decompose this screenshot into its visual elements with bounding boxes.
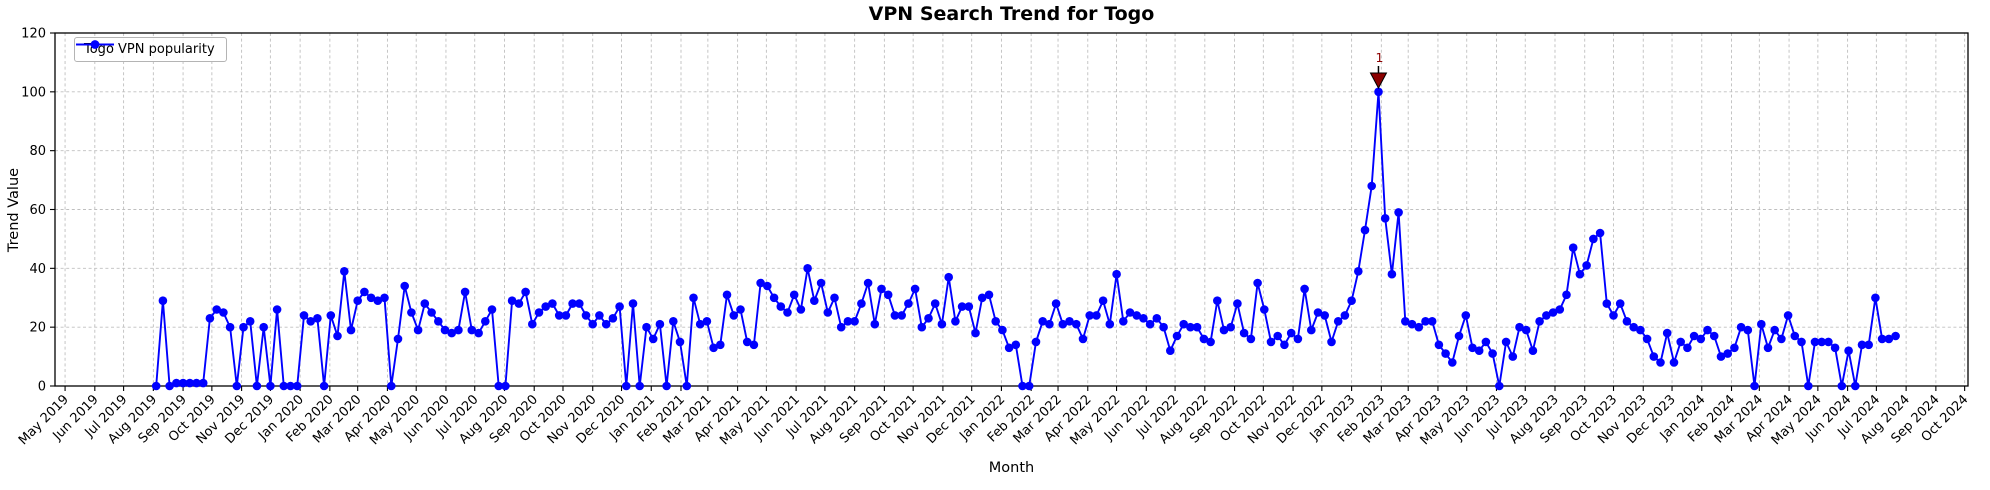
legend-label: Togo VPN popularity bbox=[84, 42, 215, 57]
svg-text:20: 20 bbox=[29, 321, 46, 336]
svg-text:80: 80 bbox=[29, 144, 46, 159]
svg-text:0: 0 bbox=[38, 380, 46, 395]
peak-annotation: 1 bbox=[1369, 50, 1388, 90]
data-points bbox=[151, 87, 1900, 391]
y-axis-title: Trend Value bbox=[6, 167, 22, 253]
legend-line-marker-icon bbox=[76, 40, 114, 49]
chart-title: VPN Search Trend for Togo bbox=[868, 3, 1155, 25]
legend: Togo VPN popularity bbox=[74, 37, 227, 62]
svg-text:120: 120 bbox=[21, 27, 46, 42]
svg-text:40: 40 bbox=[29, 262, 46, 277]
y-tick-labels: 0 20 40 60 80 100 120 bbox=[21, 27, 55, 395]
peak-annotation-label: 1 bbox=[1375, 50, 1383, 65]
svg-text:100: 100 bbox=[21, 85, 46, 100]
trend-line bbox=[155, 91, 1896, 388]
peak-marker-icon bbox=[1369, 72, 1388, 90]
gridlines bbox=[55, 32, 1968, 387]
x-axis-title: Month bbox=[988, 460, 1035, 476]
svg-text:60: 60 bbox=[29, 203, 46, 218]
